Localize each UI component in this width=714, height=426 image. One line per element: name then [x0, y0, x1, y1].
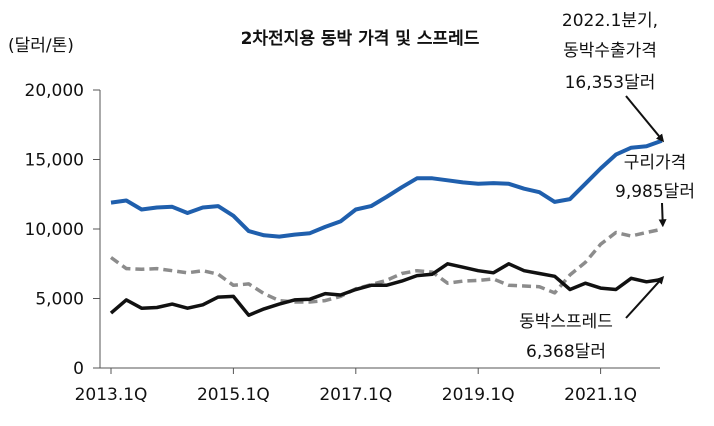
annotation-copper-line: 구리가격: [624, 153, 687, 173]
y-tick-label: 5,000: [35, 290, 84, 310]
x-tick-label: 2017.1Q: [319, 385, 392, 405]
y-tick-label: 15,000: [25, 151, 84, 171]
annotation-spread-line: 동박스프레드: [519, 312, 613, 332]
chart-title: 2차전지용 동박 가격 및 스프레드: [241, 29, 480, 49]
series-layer: [109, 138, 663, 317]
annotation-spread-arrow: [625, 276, 665, 319]
y-tick-label: 10,000: [25, 220, 84, 240]
annotation-copper-line: 9,985달러: [615, 182, 695, 202]
annotation-copper_foil-line: 2022.1분기,: [562, 11, 658, 31]
y-tick-label: 20,000: [25, 81, 84, 101]
annotation-spread-line: 6,368달러: [526, 342, 606, 362]
x-tick-label: 2021.1Q: [564, 385, 637, 405]
y-tick-label: 0: [73, 359, 84, 379]
annotation-copper_foil-line: 16,353달러: [565, 73, 656, 93]
x-tick-label: 2015.1Q: [197, 385, 270, 405]
x-tick-label: 2013.1Q: [75, 385, 148, 405]
annotation-copper-arrow: [658, 202, 667, 228]
annotation-copper_foil-line: 동박수출가격: [563, 41, 657, 61]
series-line-spread: [109, 262, 663, 317]
y-axis-unit-label: (달러/톤): [8, 36, 74, 56]
series-line-copper_foil: [110, 138, 663, 239]
x-axis-ticks: 2013.1Q 2015.1Q 2017.1Q 2019.1Q 2021.1Q: [75, 368, 637, 405]
y-axis-ticks: 0 5,000 10,000 15,000 20,000: [25, 81, 100, 379]
series-line-copper: [109, 227, 663, 304]
x-tick-label: 2019.1Q: [442, 385, 515, 405]
annotation-copper_foil-arrow: [625, 95, 665, 143]
